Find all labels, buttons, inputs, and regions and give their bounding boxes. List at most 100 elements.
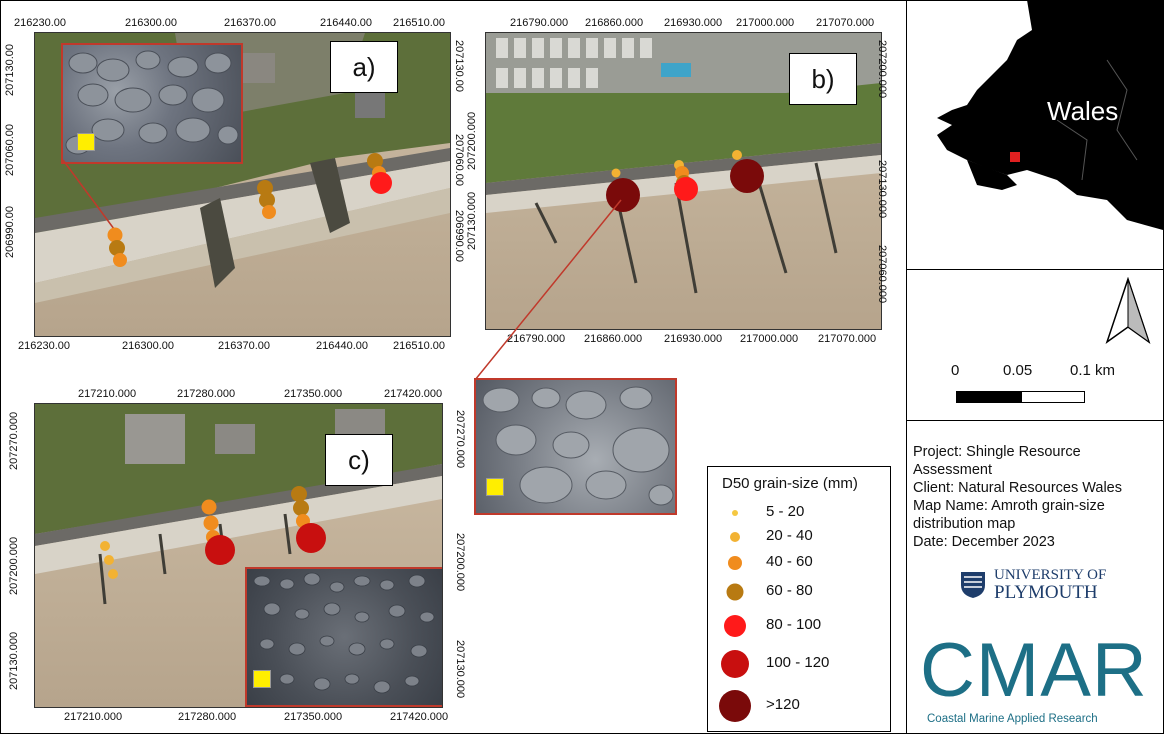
panel-a-map: a): [34, 32, 451, 337]
tick: 216370.00: [224, 17, 276, 29]
sample-point: [674, 177, 698, 201]
wales-outline: [937, 0, 1163, 230]
tick: 216860.000: [584, 333, 643, 345]
legend: D50 grain-size (mm) 5 - 20 20 - 40 40 - …: [707, 466, 891, 732]
legend-item: >120: [708, 690, 890, 722]
tick: 207200.000: [454, 533, 466, 592]
north-arrow-icon: [1105, 277, 1151, 344]
legend-symbol: [719, 690, 751, 722]
legend-symbol: [726, 583, 744, 601]
tick: 216930.000: [664, 17, 723, 29]
panel-b-inset-photo: [474, 378, 677, 515]
scale-segment: [1021, 391, 1085, 403]
university-logo: UNIVERSITY OF PLYMOUTH: [958, 567, 1138, 607]
legend-label: 40 - 60: [766, 553, 813, 570]
divider-scale: [906, 420, 1164, 421]
tick: 216230.00: [14, 17, 66, 29]
scale-label: 0: [951, 362, 960, 379]
client-text: Client: Natural Resources Wales: [913, 480, 1122, 496]
tick: 206990.00: [453, 210, 465, 262]
pebbles-image: [65, 50, 239, 155]
tick: 207060.00: [4, 124, 16, 176]
tick: 216790.000: [510, 17, 569, 29]
date-text: Date: December 2023: [913, 534, 1055, 550]
panel-c-map: c): [34, 403, 443, 708]
scale-segment: [956, 391, 1022, 403]
tick: 217280.000: [178, 711, 237, 723]
tick: 217210.000: [64, 711, 123, 723]
legend-label: 80 - 100: [766, 616, 822, 633]
tick: 207130.00: [453, 40, 465, 92]
sample-point: [370, 172, 392, 194]
sample-point: [367, 153, 383, 169]
divider-vertical: [906, 0, 907, 734]
legend-item: 20 - 40: [708, 525, 890, 553]
tick: 207270.000: [454, 410, 466, 469]
tick: 216790.000: [507, 333, 566, 345]
tick: 217000.000: [736, 17, 795, 29]
tick: 216300.00: [125, 17, 177, 29]
tick: 207130.000: [466, 191, 478, 250]
tick: 207270.000: [8, 411, 20, 470]
sample-point: [674, 160, 684, 170]
tick: 207200.000: [876, 40, 888, 99]
tick: 217070.000: [818, 333, 877, 345]
project-text: Project: Shingle Resource: [913, 444, 1081, 460]
sample-point: [293, 500, 309, 516]
sample-marker: [77, 133, 95, 151]
legend-item: 100 - 120: [708, 650, 890, 680]
tick: 217280.000: [177, 388, 236, 400]
sample-point: [100, 541, 110, 551]
sample-point: [730, 159, 764, 193]
legend-item: 60 - 80: [708, 580, 890, 608]
legend-label: 20 - 40: [766, 527, 813, 544]
legend-symbol: [721, 650, 749, 678]
panel-a-inset-photo: [61, 43, 243, 164]
tick: 216300.00: [122, 340, 174, 352]
legend-label: 100 - 120: [766, 654, 830, 671]
tick: 216370.00: [218, 340, 270, 352]
pebbles-image: [253, 572, 435, 694]
panel-b-map: b): [485, 32, 882, 330]
scale-label: 0.1 km: [1070, 362, 1116, 379]
sample-point: [113, 253, 127, 267]
tick: 216510.00: [393, 17, 445, 29]
sample-marker: [486, 478, 504, 496]
panel-label: a): [330, 41, 398, 93]
scale-label: 0.05: [1003, 362, 1033, 379]
overview-label: Wales: [1047, 96, 1119, 126]
sample-point: [109, 240, 125, 256]
legend-symbol: [732, 510, 738, 516]
tick: 216860.000: [585, 17, 644, 29]
legend-item: 40 - 60: [708, 551, 890, 579]
sample-point: [107, 227, 123, 243]
sample-point: [606, 178, 640, 212]
tick: 206990.00: [4, 206, 16, 258]
legend-item: 80 - 100: [708, 614, 890, 642]
cmar-subtitle: Coastal Marine Applied Research: [927, 713, 1098, 725]
sample-point: [205, 535, 235, 565]
sample-point: [259, 192, 275, 208]
legend-label: 5 - 20: [766, 503, 805, 520]
sample-point: [296, 523, 326, 553]
sample-point: [108, 569, 118, 579]
tick: 207130.000: [876, 160, 888, 219]
sample-point: [104, 555, 114, 565]
tick: 207130.00: [4, 44, 16, 96]
divider-overview: [906, 269, 1164, 270]
legend-item: 5 - 20: [708, 501, 890, 529]
map-name-text: Map Name: Amroth grain-size: [913, 498, 1105, 514]
tick: 216510.00: [393, 340, 445, 352]
legend-symbol: [730, 532, 740, 542]
pebbles-image: [482, 386, 674, 506]
tick: 216440.00: [320, 17, 372, 29]
tick: 207130.000: [454, 640, 466, 699]
sample-marker: [253, 670, 271, 688]
project-text-cont: Assessment: [913, 462, 992, 478]
legend-symbol: [724, 615, 746, 637]
map-name-text-cont: distribution map: [913, 516, 1016, 532]
tick: 217420.000: [384, 388, 443, 400]
tick: 217000.000: [740, 333, 799, 345]
sample-point: [611, 168, 621, 178]
sample-point: [201, 499, 217, 515]
